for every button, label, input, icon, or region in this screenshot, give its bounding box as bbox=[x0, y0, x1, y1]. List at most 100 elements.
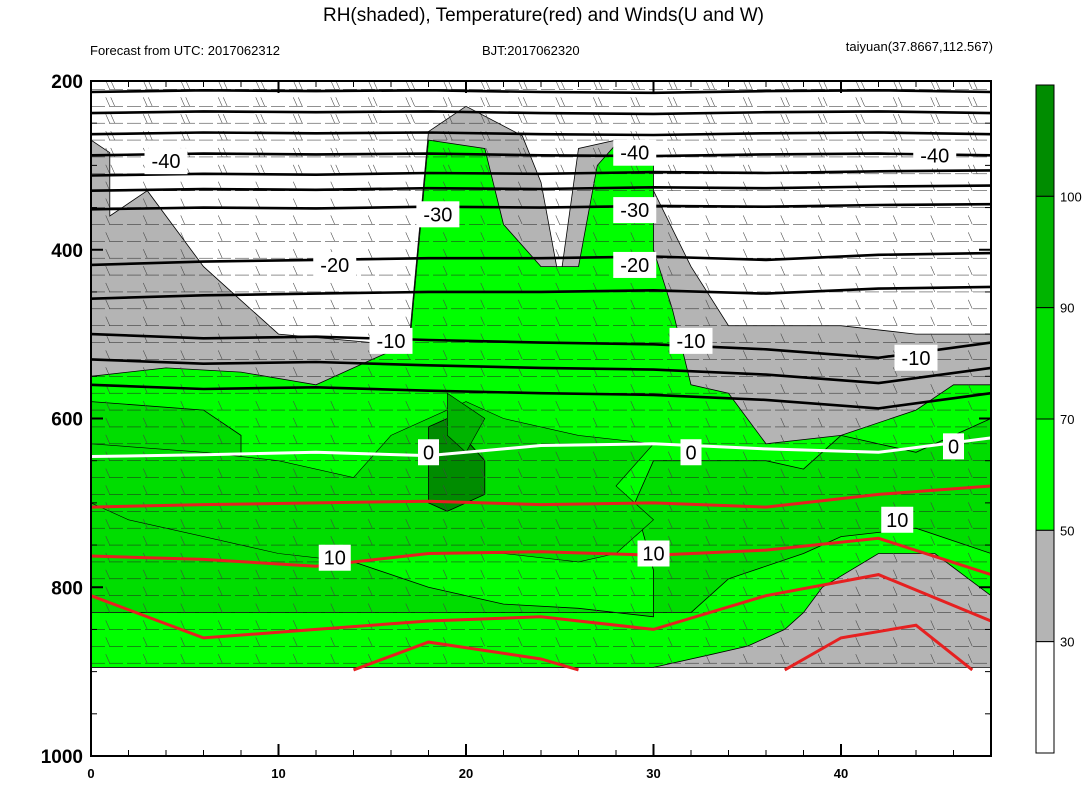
colorbar-label: 30 bbox=[1060, 635, 1074, 650]
wind-barb bbox=[217, 586, 223, 596]
wind-barb bbox=[255, 485, 261, 495]
wind-barb bbox=[442, 400, 448, 411]
wind-barb bbox=[185, 114, 191, 124]
wind-barb bbox=[555, 519, 561, 529]
wind-barb bbox=[222, 97, 228, 107]
wind-barb bbox=[930, 519, 936, 529]
contour-line bbox=[90, 184, 992, 192]
wind-barb bbox=[780, 97, 786, 107]
wind-barb bbox=[442, 485, 448, 495]
contour-label-box bbox=[637, 540, 670, 567]
wind-barb bbox=[442, 249, 448, 259]
wind-barb bbox=[592, 333, 598, 343]
wind-barb bbox=[110, 114, 116, 124]
wind-barb bbox=[105, 637, 111, 647]
wind-barb bbox=[442, 502, 448, 512]
wind-barb bbox=[667, 417, 673, 428]
wind-barb bbox=[555, 114, 561, 124]
wind-barb bbox=[442, 569, 448, 579]
contour-labels: -40 -40 -40 -30 -30 -20 -20 -10 -10 -10 0 0 0 10 10 10 bbox=[144, 139, 964, 571]
wind-barb bbox=[405, 654, 411, 664]
x-tick-label: 40 bbox=[834, 766, 848, 781]
wind-barb bbox=[705, 654, 711, 664]
wind-barb bbox=[405, 485, 411, 495]
contour-label-box bbox=[313, 251, 357, 278]
wind-barb bbox=[667, 451, 673, 461]
wind-barb bbox=[442, 114, 448, 124]
wind-barb bbox=[217, 367, 223, 377]
contour-label: 0 bbox=[948, 436, 959, 458]
wind-barb bbox=[480, 299, 486, 309]
wind-barb bbox=[255, 350, 261, 360]
wind-barb bbox=[630, 384, 636, 394]
wind-barb bbox=[897, 164, 903, 174]
wind-barb bbox=[105, 654, 111, 664]
wind-barb bbox=[517, 164, 523, 174]
wind-barb bbox=[972, 130, 978, 141]
wind-barb bbox=[672, 114, 678, 124]
wind-barb bbox=[667, 299, 673, 309]
wind-barb bbox=[367, 535, 373, 546]
wind-barb bbox=[480, 654, 486, 664]
wind-barb bbox=[255, 249, 261, 259]
wind-barb bbox=[667, 586, 673, 596]
wind-barb bbox=[967, 97, 973, 107]
wind-barb bbox=[260, 147, 266, 158]
wind-barb bbox=[630, 333, 636, 343]
wind-barb bbox=[705, 400, 711, 411]
x-tick-label: 0 bbox=[87, 766, 94, 781]
wind-barb bbox=[105, 519, 111, 529]
wind-barb bbox=[592, 468, 598, 478]
wind-barb bbox=[930, 586, 936, 596]
wind-barb bbox=[785, 114, 791, 124]
wind-barb bbox=[780, 400, 786, 411]
wind-barb bbox=[892, 367, 898, 377]
wind-barb bbox=[855, 265, 861, 276]
wind-barb bbox=[367, 265, 373, 276]
wind-barb bbox=[217, 535, 223, 546]
wind-barb bbox=[410, 97, 416, 107]
wind-barb bbox=[930, 198, 936, 208]
wind-barb bbox=[930, 434, 936, 444]
wind-barb bbox=[630, 350, 636, 360]
contour-label: 10 bbox=[642, 544, 664, 566]
wind-barb bbox=[930, 265, 936, 276]
wind-barb bbox=[372, 147, 378, 158]
wind-barb bbox=[217, 519, 223, 529]
wind-barb bbox=[742, 400, 748, 411]
wind-barb bbox=[817, 417, 823, 428]
wind-barb bbox=[892, 569, 898, 579]
wind-barb bbox=[405, 603, 411, 613]
wind-barb bbox=[517, 603, 523, 613]
wind-barb bbox=[967, 232, 973, 242]
wind-barb bbox=[817, 603, 823, 613]
wind-barb bbox=[480, 519, 486, 529]
wind-barb bbox=[517, 586, 523, 596]
wind-barb bbox=[780, 434, 786, 444]
wind-barb bbox=[142, 535, 148, 546]
wind-barb bbox=[780, 468, 786, 478]
wind-barb bbox=[292, 299, 298, 309]
wind-barb bbox=[817, 265, 823, 276]
wind-barb bbox=[892, 586, 898, 596]
wind-barb bbox=[667, 316, 673, 326]
wind-barb bbox=[930, 535, 936, 546]
wind-barb bbox=[780, 333, 786, 343]
wind-barb bbox=[780, 654, 786, 664]
wind-barb bbox=[855, 434, 861, 444]
wind-barb bbox=[780, 417, 786, 428]
wind-barb bbox=[742, 535, 748, 546]
wind-barb bbox=[855, 299, 861, 309]
wind-barb bbox=[967, 350, 973, 360]
wind-barb bbox=[292, 603, 298, 613]
wind-barb bbox=[667, 97, 673, 107]
wind-barb bbox=[105, 367, 111, 377]
wind-barb bbox=[517, 637, 523, 647]
wind-barb bbox=[405, 299, 411, 309]
wind-barb bbox=[255, 552, 261, 563]
contour-line bbox=[90, 88, 992, 95]
wind-barb bbox=[555, 350, 561, 360]
wind-barb bbox=[930, 114, 936, 124]
wind-barb bbox=[142, 400, 148, 411]
wind-barb bbox=[405, 215, 411, 225]
